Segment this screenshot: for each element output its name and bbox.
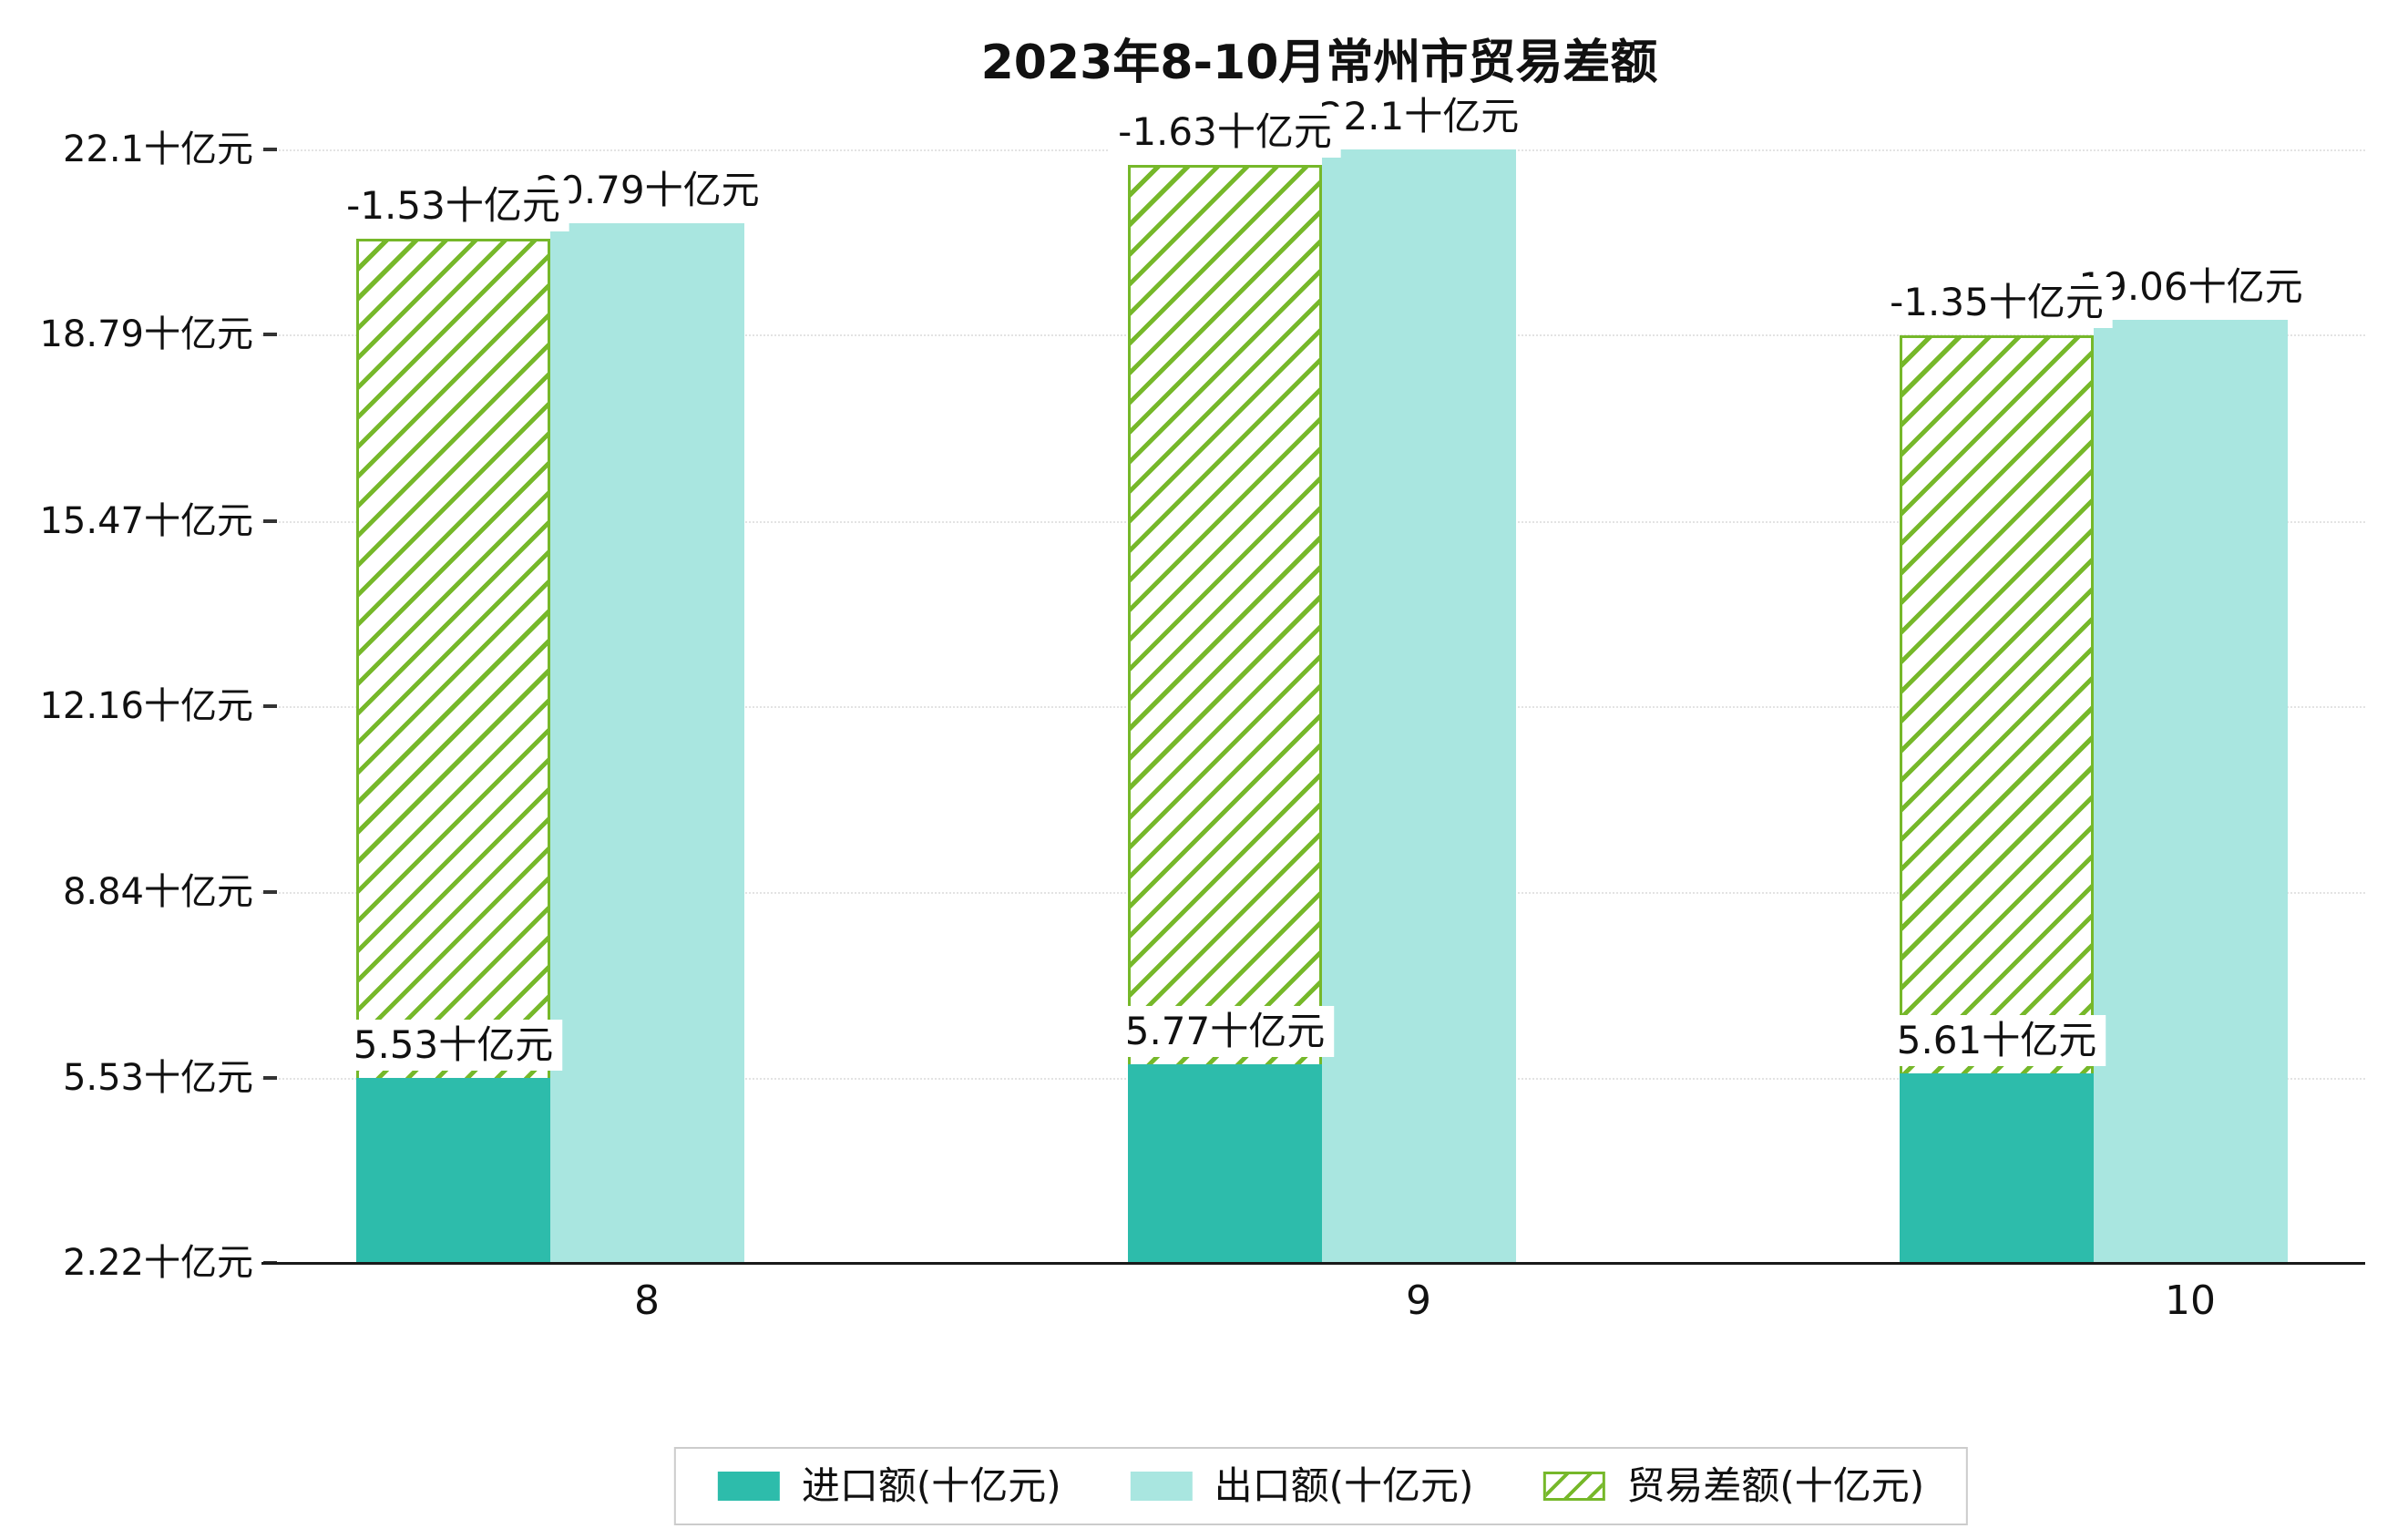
x-axis-tick-label: 9 xyxy=(1406,1277,1431,1324)
chart-title: 2023年8-10月常州市贸易差额 xyxy=(980,36,1658,90)
balance-hatched-swatch xyxy=(1542,1472,1605,1501)
export-bar xyxy=(550,222,744,1263)
y-axis-tick-label: 15.47十亿元 xyxy=(39,499,253,542)
legend-label-balance: 贸易差额(十亿元) xyxy=(1626,1463,1925,1508)
balance-value-label: -1.63十亿元 xyxy=(1109,107,1341,159)
y-axis-tick-label: 5.53十亿元 xyxy=(62,1056,253,1099)
x-axis-tick-label: 8 xyxy=(634,1277,660,1324)
exports-swatch xyxy=(1130,1472,1193,1501)
import-bar xyxy=(356,1077,550,1263)
y-axis-tick-label: 22.1十亿元 xyxy=(62,128,253,170)
y-axis-tick-label: 2.22十亿元 xyxy=(62,1242,253,1284)
legend-item-exports: 出口额(十亿元) xyxy=(1130,1463,1474,1509)
balance-value-label: -1.53十亿元 xyxy=(337,180,569,231)
legend-item-imports: 进口额(十亿元) xyxy=(717,1463,1061,1509)
export-bar xyxy=(2094,319,2288,1263)
x-axis-line xyxy=(261,1262,2365,1265)
y-axis-tick-label: 8.84十亿元 xyxy=(62,871,253,914)
legend: 进口额(十亿元) 出口额(十亿元) 贸易差额(十亿元) xyxy=(673,1447,1969,1525)
y-axis-tick-label: 12.16十亿元 xyxy=(39,685,253,727)
import-value-label: 5.77十亿元 xyxy=(1115,1005,1335,1057)
import-bar xyxy=(1900,1072,2094,1263)
export-value-label: 22.1十亿元 xyxy=(1309,91,1529,142)
y-tick-mark xyxy=(263,333,277,337)
imports-swatch xyxy=(717,1472,780,1501)
import-value-label: 5.61十亿元 xyxy=(1887,1014,2106,1066)
export-value-label: 19.06十亿元 xyxy=(2069,261,2312,313)
y-axis-tick-label: 18.79十亿元 xyxy=(39,313,253,356)
legend-label-exports: 出口额(十亿元) xyxy=(1214,1463,1474,1508)
x-axis-tick-label: 10 xyxy=(2165,1277,2216,1324)
legend-label-imports: 进口额(十亿元) xyxy=(801,1463,1061,1508)
y-tick-mark xyxy=(263,1075,277,1080)
balance-value-label: -1.35十亿元 xyxy=(1880,277,2113,329)
y-tick-mark xyxy=(263,704,277,708)
legend-item-balance: 贸易差额(十亿元) xyxy=(1542,1463,1924,1509)
y-tick-mark xyxy=(263,890,277,895)
y-tick-mark xyxy=(263,518,277,523)
y-tick-mark xyxy=(263,148,277,151)
import-value-label: 5.53十亿元 xyxy=(343,1019,563,1071)
import-bar xyxy=(1128,1063,1322,1263)
export-bar xyxy=(1322,149,1516,1263)
